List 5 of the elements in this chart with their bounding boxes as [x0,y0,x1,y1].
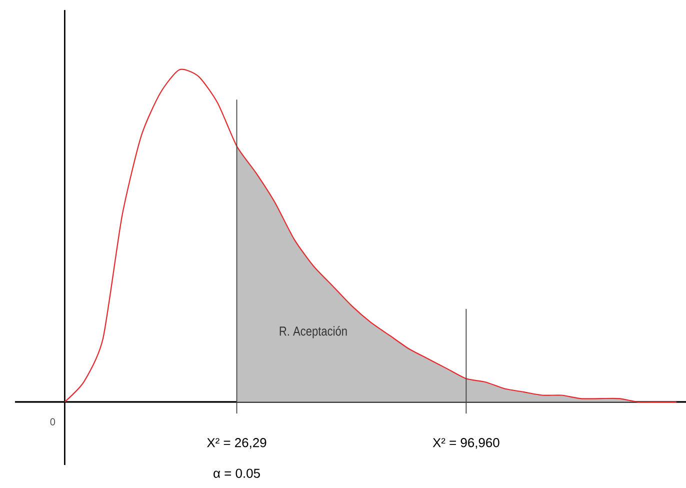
text: X² = 26,29 [206,438,266,449]
text: X² = 96,960 [432,438,500,449]
annotation: R. Aceptación [280,326,347,338]
text: 0 [50,418,56,426]
text: α = 0.05 [214,468,260,478]
